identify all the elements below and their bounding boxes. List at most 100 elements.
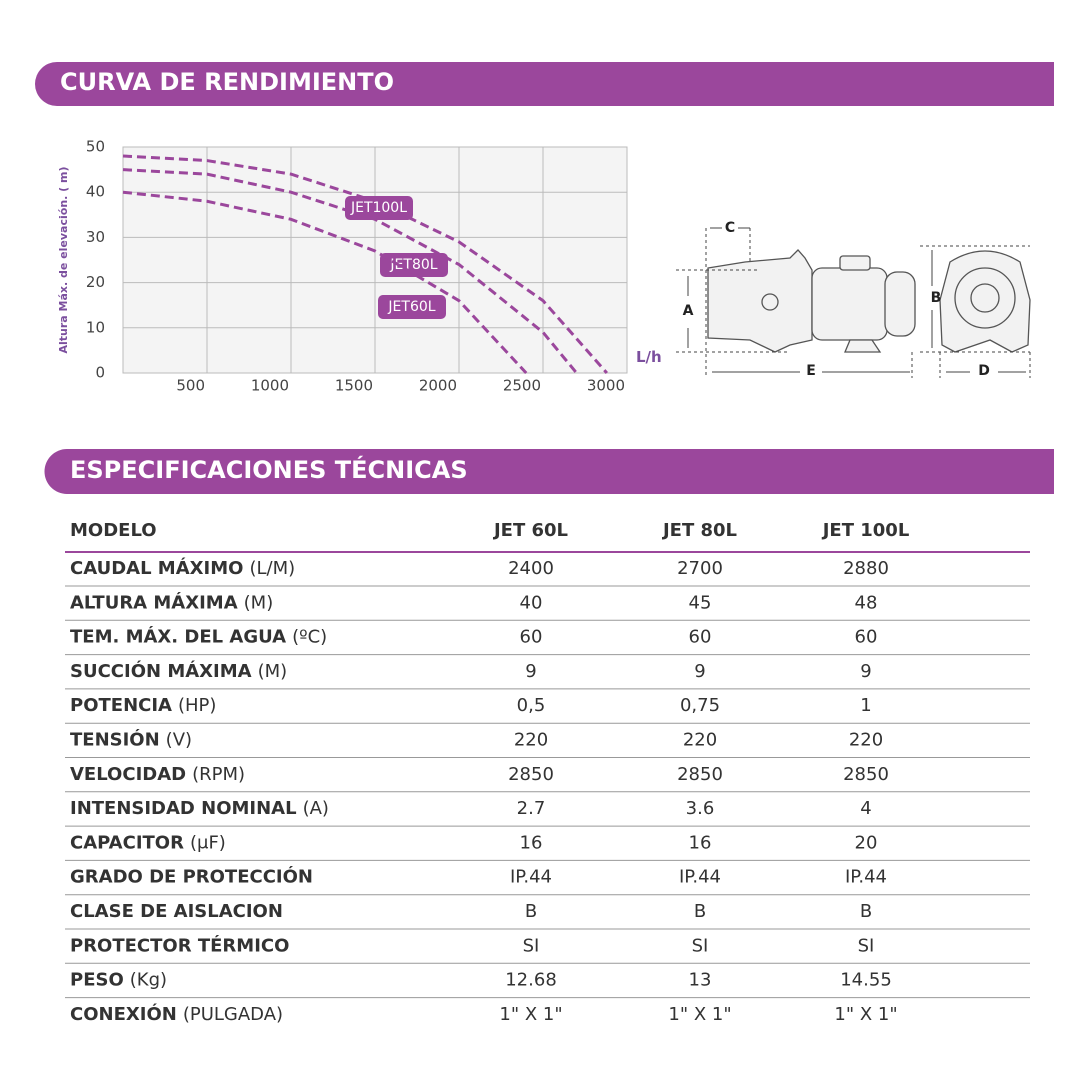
- table-cell: IP.44: [679, 867, 721, 888]
- dimension-label: C: [725, 220, 735, 236]
- x-tick-label: 1000: [251, 377, 289, 395]
- series-line: [122, 168, 578, 374]
- row-label-unit: (HP): [178, 695, 216, 716]
- table-cell: 60: [855, 627, 878, 648]
- row-label: ALTURA MÁXIMA (M): [70, 591, 273, 613]
- table-cell: 2850: [843, 764, 889, 785]
- row-label-unit: (M): [244, 592, 274, 613]
- row-label-unit: (L/M): [249, 558, 295, 579]
- table-cell: 2.7: [517, 798, 546, 819]
- table-cell: IP.44: [510, 867, 552, 888]
- pump-housing: [707, 249, 813, 353]
- row-label-unit: (M): [258, 661, 288, 682]
- row-label: INTENSIDAD NOMINAL (A): [70, 798, 329, 819]
- dimension-arrows: [687, 227, 1026, 373]
- y-tick-label: 40: [86, 183, 105, 201]
- y-tick-label: 50: [86, 138, 105, 156]
- table-cell: 2700: [677, 558, 723, 579]
- table-cell: 60: [689, 627, 712, 648]
- y-tick-label: 20: [86, 273, 105, 291]
- table-header: JET 60L: [492, 520, 568, 541]
- dimension-guides: [676, 228, 1031, 378]
- section-banner: [35, 62, 1054, 106]
- table-cell: 0,5: [517, 695, 546, 716]
- row-label-name: SUCCIÓN MÁXIMA: [70, 660, 252, 682]
- table-cell: IP.44: [845, 867, 887, 888]
- row-label: SUCCIÓN MÁXIMA (M): [70, 660, 287, 682]
- table-header: JET 100L: [821, 520, 910, 541]
- x-axis-label: L/h: [636, 348, 662, 366]
- table-cell: 60: [520, 627, 543, 648]
- row-label-unit: (V): [166, 730, 192, 751]
- series-tag: [380, 253, 448, 277]
- table-header: MODELO: [70, 520, 157, 541]
- pump-port: [761, 293, 779, 311]
- table-cell: 2850: [677, 764, 723, 785]
- table-cell: SI: [692, 935, 709, 956]
- row-label-unit: (Kg): [130, 970, 167, 991]
- table-cell: SI: [858, 935, 875, 956]
- row-label-name: CAPACITOR: [70, 832, 184, 853]
- row-label-unit: (ºC): [292, 627, 327, 648]
- table-cell: 220: [514, 730, 548, 751]
- table-cell: 1" X 1": [499, 1004, 562, 1025]
- row-label: CAUDAL MÁXIMO (L/M): [70, 557, 295, 579]
- table-cell: 14.55: [840, 970, 892, 991]
- row-label: GRADO DE PROTECCIÓN: [70, 866, 313, 888]
- row-label-name: TEM. MÁX. DEL AGUA: [70, 626, 286, 648]
- table-cell: 3.6: [686, 798, 715, 819]
- pump-foot: [844, 339, 882, 353]
- table-cell: 220: [683, 730, 717, 751]
- pump-motor-cap: [884, 271, 916, 337]
- row-label: CAPACITOR (μF): [70, 832, 226, 853]
- table-cell: 40: [520, 592, 543, 613]
- pump-front-inlet: [970, 283, 1000, 313]
- y-tick-label: 0: [95, 364, 105, 382]
- table-cell: 1" X 1": [668, 1004, 731, 1025]
- x-tick-label: 3000: [587, 377, 625, 395]
- table-cell: 9: [860, 661, 871, 682]
- table-cell: B: [694, 901, 706, 922]
- table-cell: 48: [855, 592, 878, 613]
- row-label-name: POTENCIA: [70, 695, 172, 716]
- row-label: PESO (Kg): [70, 970, 167, 991]
- row-label: CONEXIÓN (PULGADA): [70, 1003, 283, 1025]
- table-cell: 2850: [508, 764, 554, 785]
- x-tick-label: 500: [176, 377, 205, 395]
- table-cell: 9: [525, 661, 536, 682]
- row-label-name: PROTECTOR TÉRMICO: [70, 934, 289, 956]
- section-banner: [44, 449, 1055, 494]
- series-line: [122, 190, 528, 375]
- pump-terminal-box: [839, 255, 871, 271]
- dimension-label: D: [978, 363, 990, 379]
- section-title: ESPECIFICACIONES TÉCNICAS: [70, 455, 468, 484]
- table-cell: 13: [689, 970, 712, 991]
- y-tick-label: 30: [86, 228, 105, 246]
- table-cell: SI: [523, 935, 540, 956]
- row-label-name: GRADO DE PROTECCIÓN: [70, 866, 313, 888]
- table-cell: B: [525, 901, 537, 922]
- dimension-label: A: [683, 303, 694, 319]
- row-label: CLASE DE AISLACION: [70, 901, 283, 922]
- row-label-name: VELOCIDAD: [70, 764, 186, 785]
- table-cell: 4: [860, 798, 871, 819]
- section-title: CURVA DE RENDIMIENTO: [60, 68, 394, 96]
- row-label: PROTECTOR TÉRMICO: [70, 934, 289, 956]
- row-label-unit: (RPM): [192, 764, 245, 785]
- row-label-name: ALTURA MÁXIMA: [70, 591, 238, 613]
- row-label-unit: (PULGADA): [183, 1004, 283, 1025]
- row-label-name: INTENSIDAD NOMINAL: [70, 798, 297, 819]
- y-tick-label: 10: [86, 318, 105, 336]
- x-tick-label: 2000: [419, 377, 457, 395]
- dimension-label: E: [806, 363, 816, 379]
- legend-label: JET60L: [387, 299, 435, 315]
- table-cell: 2880: [843, 558, 889, 579]
- dimension-label: B: [931, 290, 942, 306]
- row-label-name: CAUDAL MÁXIMO: [70, 557, 243, 579]
- table-cell: 220: [849, 730, 883, 751]
- row-label-name: CLASE DE AISLACION: [70, 901, 283, 922]
- table-cell: 16: [689, 832, 712, 853]
- row-label: POTENCIA (HP): [70, 695, 216, 716]
- table-cell: 9: [694, 661, 705, 682]
